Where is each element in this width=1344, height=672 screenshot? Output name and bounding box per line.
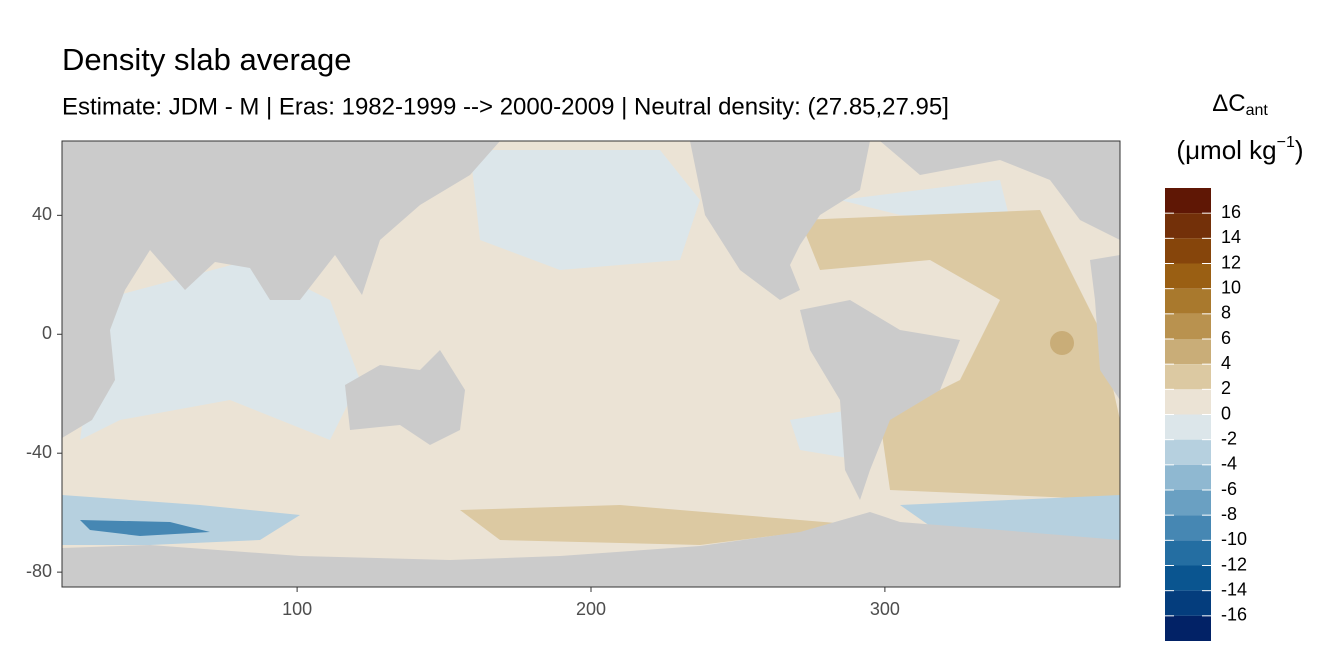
colorbar-label: -16 (1221, 605, 1247, 625)
north-pacific-region (470, 150, 700, 270)
land-greenland-europe (880, 141, 1120, 240)
colorbar-bin (1165, 565, 1211, 591)
y-tick-label: 40 (32, 204, 52, 224)
legend-unit-main: (μmol kg (1176, 135, 1276, 165)
legend-unit: (μmol kg−1) (1176, 134, 1303, 165)
legend-title-sub: ant (1246, 102, 1269, 119)
land-australia (345, 350, 465, 445)
colorbar-bin (1165, 188, 1211, 214)
land-africa-west (1090, 255, 1120, 400)
colorbar-bin (1165, 364, 1211, 390)
land-antarctica (62, 512, 1120, 587)
colorbar-label: -12 (1221, 554, 1247, 574)
legend-unit-close: ) (1295, 135, 1304, 165)
y-tick-label: -80 (26, 561, 52, 581)
x-tick-label: 100 (282, 599, 312, 619)
colorbar-label: -2 (1221, 428, 1237, 448)
colorbar-bin (1165, 540, 1211, 566)
colorbar-label: 14 (1221, 227, 1241, 247)
colorbar-label: 6 (1221, 328, 1231, 348)
colorbar-label: 4 (1221, 353, 1231, 373)
labrador-region (840, 180, 1010, 220)
colorbar-bin (1165, 238, 1211, 264)
colorbar-bin (1165, 339, 1211, 365)
chart-subtitle: Estimate: JDM - M | Eras: 1982-1999 --> … (62, 93, 949, 120)
ross-region (460, 505, 860, 545)
colorbar-label: 0 (1221, 403, 1231, 423)
colorbar-label: -4 (1221, 454, 1237, 474)
colorbar-label: 2 (1221, 378, 1231, 398)
colorbar-label: -6 (1221, 479, 1237, 499)
x-tick-label: 200 (576, 599, 606, 619)
colorbar-label: -10 (1221, 529, 1247, 549)
colorbar-label: 8 (1221, 303, 1231, 323)
colorbar-bin (1165, 263, 1211, 289)
map-panel (61, 140, 1121, 588)
land-north-america (690, 141, 870, 300)
colorbar-bin (1165, 490, 1211, 516)
colorbar-label: -14 (1221, 579, 1247, 599)
southern-ocean-core (80, 520, 210, 536)
y-tick-label: 0 (42, 323, 52, 343)
colorbar-bin (1165, 464, 1211, 490)
colorbar-label: 16 (1221, 202, 1241, 222)
legend-title-main: ΔC (1212, 90, 1245, 117)
colorbar-bin (1165, 389, 1211, 415)
land-south-america (800, 300, 960, 500)
legend-unit-sup: −1 (1277, 134, 1295, 151)
colorbar-bin (1165, 288, 1211, 314)
legend-title: ΔCant (1212, 90, 1268, 119)
colorbar-bin (1165, 515, 1211, 541)
colorbar-bin (1165, 615, 1211, 641)
atlantic-eddy (1050, 331, 1074, 355)
atlantic-region (800, 210, 1120, 500)
colorbar-bin (1165, 414, 1211, 440)
colorbar-label: -8 (1221, 504, 1237, 524)
colorbar-bin (1165, 313, 1211, 339)
colorbar-bin (1165, 590, 1211, 616)
x-tick-label: 300 (870, 599, 900, 619)
y-tick-label: -40 (26, 442, 52, 462)
chart-title: Density slab average (62, 42, 352, 77)
colorbar-bin (1165, 213, 1211, 239)
colorbar-bin (1165, 439, 1211, 465)
colorbar-label: 10 (1221, 277, 1241, 297)
indian-ocean-region (80, 260, 360, 440)
land-afro-eurasia (62, 141, 500, 438)
colorbar-label: 12 (1221, 252, 1241, 272)
